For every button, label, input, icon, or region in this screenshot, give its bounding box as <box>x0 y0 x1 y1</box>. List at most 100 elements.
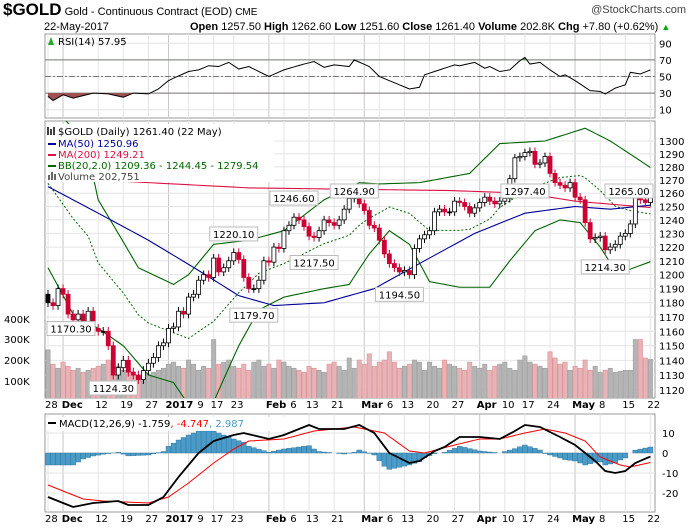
macd-histogram-bar <box>612 452 618 464</box>
price-annotation: 1220.10 <box>209 226 259 242</box>
x-tick-label: 28 <box>45 514 58 525</box>
candle-body <box>452 200 458 213</box>
candle <box>191 290 196 302</box>
candle <box>60 284 66 299</box>
annotation-box <box>289 254 339 270</box>
candle <box>145 358 151 376</box>
annotation-box <box>329 183 379 199</box>
candle <box>452 197 458 216</box>
candle-body <box>151 357 156 364</box>
candle <box>361 199 367 215</box>
candle-body <box>266 260 272 263</box>
volume-bar <box>587 370 593 398</box>
annotation-box <box>46 321 96 337</box>
x-tick-label: 22 <box>647 400 660 411</box>
candle-body <box>527 150 533 154</box>
annotation-box <box>604 183 654 199</box>
candle-body <box>145 362 151 372</box>
candle-body <box>467 206 473 214</box>
candle-body <box>346 198 352 210</box>
candle <box>381 236 387 259</box>
volume-bar <box>256 359 262 398</box>
annotation-box <box>209 226 259 242</box>
price-tick-label: 1290 <box>659 150 684 161</box>
volume-bar <box>417 361 422 398</box>
candle-body <box>311 235 317 238</box>
annotation-label: 1264.90 <box>334 187 375 198</box>
x-tick-label: 2017 <box>165 400 193 411</box>
volume-bar <box>191 363 197 398</box>
candle-body <box>547 156 553 174</box>
volume-bar <box>351 367 357 398</box>
macd-histogram-bar <box>451 448 458 454</box>
volume-bar <box>406 363 412 398</box>
macd-histogram-bar <box>170 442 177 454</box>
annotation-box <box>374 286 424 302</box>
price-tick-label: 1280 <box>659 163 684 174</box>
candle <box>562 181 568 192</box>
volume-bar <box>301 372 307 398</box>
candle <box>522 148 528 161</box>
macd-histogram-bar <box>466 448 473 454</box>
candle <box>622 229 628 241</box>
x-tick-label: Apr <box>477 400 497 411</box>
x-tick-label: 10 <box>502 514 515 525</box>
candle <box>366 206 372 230</box>
candle-body <box>201 274 207 281</box>
volume-bar <box>55 367 61 398</box>
x-tick-label: 17 <box>211 400 224 411</box>
macd-legend-legend_signal: , -4.747 <box>170 419 209 430</box>
candle-body <box>582 199 588 224</box>
macd-histogram-bar <box>607 452 613 465</box>
candle-body <box>542 156 548 164</box>
candle <box>120 355 126 373</box>
volume-bar <box>316 370 322 398</box>
candle <box>477 198 483 212</box>
candle-body <box>492 200 498 205</box>
price-annotation: 1297.40 <box>500 183 550 199</box>
annotation-box <box>500 183 550 199</box>
candle-body <box>477 202 483 209</box>
candle-body <box>60 288 66 295</box>
macd-histogram-bar <box>572 452 578 462</box>
macd-histogram-bar <box>356 449 362 454</box>
candle <box>125 355 131 377</box>
candle <box>206 270 212 282</box>
rsi-tick-label: 70 <box>659 56 672 67</box>
macd-histogram-bar <box>517 446 523 454</box>
macd-histogram-bar <box>271 450 277 454</box>
candle-body <box>402 270 407 273</box>
candle-body <box>366 210 372 226</box>
candle <box>517 152 523 162</box>
volume-bar <box>336 365 342 398</box>
candle-body <box>457 200 463 203</box>
volume-bar <box>75 367 81 398</box>
annotation-box <box>269 190 319 206</box>
volume-bar <box>176 365 181 398</box>
volume-bar <box>597 372 603 398</box>
volume-bar <box>582 359 588 398</box>
high-label: High <box>264 21 289 33</box>
x-tick-label: Dec <box>62 400 83 411</box>
macd-histogram-bar <box>165 446 172 454</box>
macd-histogram-bar <box>321 451 327 454</box>
x-tick-label: Mar <box>361 400 383 411</box>
macd-histogram-bar <box>371 452 377 456</box>
macd-histogram-bar <box>547 452 553 456</box>
macd-tick-label: 10 <box>662 429 675 440</box>
candle <box>472 203 478 218</box>
candle <box>567 178 573 192</box>
x-tick-label: 6 <box>387 400 393 411</box>
candle <box>547 152 553 178</box>
chart-date: 22-May-2017 <box>44 21 109 33</box>
macd-histogram-bar <box>65 452 71 466</box>
volume-bar <box>381 359 387 398</box>
macd-histogram-bar <box>180 437 187 454</box>
candle-body <box>607 246 613 251</box>
x-tick-label: May <box>572 400 595 411</box>
candle-body <box>171 326 176 329</box>
x-tick-label: 17 <box>522 400 535 411</box>
macd-histogram-bar <box>376 452 383 461</box>
annotation-label: 1265.00 <box>608 187 649 198</box>
macd-histogram-bar <box>482 451 488 454</box>
